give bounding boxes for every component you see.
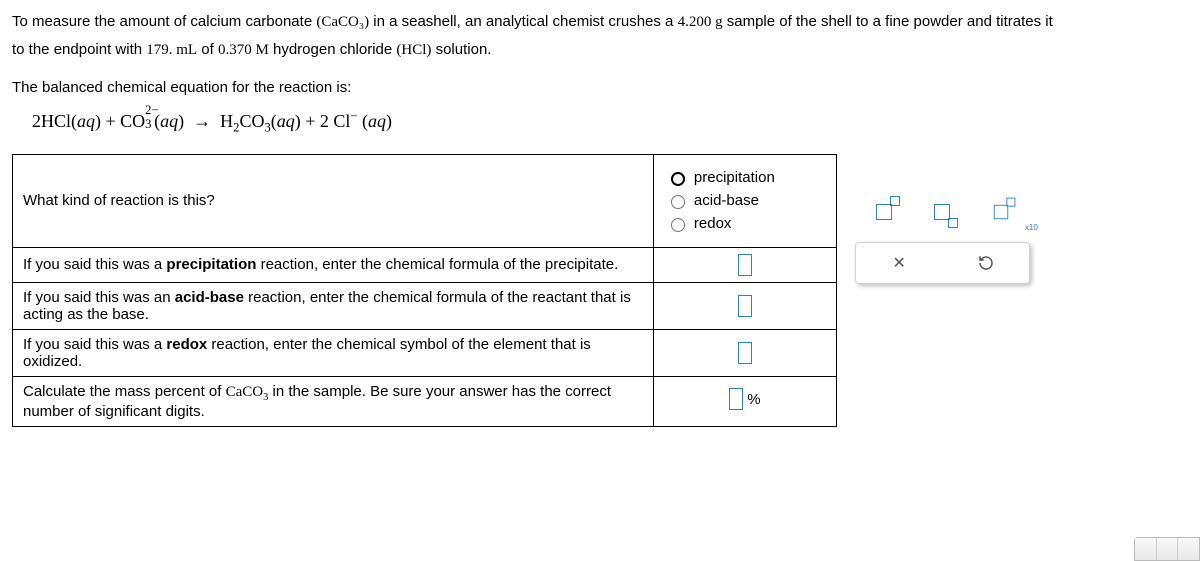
question-text: Calculate the mass percent of CaCO3 in t… (13, 376, 654, 426)
radio-input[interactable] (671, 195, 685, 209)
question-text: What kind of reaction is this? (13, 154, 654, 247)
formula-hcl: (HCl) (396, 42, 431, 58)
sci-notation-button[interactable]: x10 (976, 196, 1026, 228)
volume-value: 179. mL (146, 42, 197, 58)
radio-input[interactable] (671, 172, 685, 186)
text: sample of the shell to a fine powder and… (727, 13, 1053, 30)
question-row: If you said this was an acid-base reacti… (13, 282, 837, 329)
formula-input[interactable] (738, 295, 752, 317)
question-text: If you said this was a redox reaction, e… (13, 329, 654, 376)
conc-value: 0.370 M (218, 42, 269, 58)
close-icon: ✕ (893, 253, 906, 273)
answer-cell: % (653, 376, 836, 426)
equation-intro: The balanced chemical equation for the r… (12, 74, 1188, 101)
clear-button[interactable]: ✕ (874, 247, 924, 279)
radio-label: acid-base (694, 192, 759, 209)
text: of (201, 41, 218, 58)
chemical-equation: 2HCl(aq) + CO32− (aq) → H2CO3(aq) + 2 Cl… (32, 109, 1188, 136)
question-text: If you said this was an acid-base reacti… (13, 282, 654, 329)
formula-caco3: (CaCO₃) (316, 14, 369, 30)
mass-value: 4.200 g (678, 14, 723, 30)
question-row: What kind of reaction is this?precipitat… (13, 154, 837, 247)
symbol-toolbar: x10 ✕ (855, 192, 1030, 284)
percent-input[interactable] (729, 388, 743, 410)
answer-cell (653, 329, 836, 376)
text: hydrogen chloride (273, 41, 396, 58)
subscript-button[interactable] (917, 196, 967, 228)
formula-input[interactable] (738, 342, 752, 364)
superscript-button[interactable] (859, 196, 909, 228)
radio-option-precipitation[interactable]: precipitation (666, 169, 826, 186)
problem-statement: To measure the amount of calcium carbona… (12, 8, 1188, 64)
answer-cell: precipitation acid-base redox (653, 154, 836, 247)
reset-button[interactable] (961, 247, 1011, 279)
question-row: If you said this was a redox reaction, e… (13, 329, 837, 376)
answer-cell (653, 247, 836, 282)
text: To measure the amount of calcium carbona… (12, 13, 316, 30)
question-row: Calculate the mass percent of CaCO3 in t… (13, 376, 837, 426)
text: solution. (436, 41, 492, 58)
radio-input[interactable] (671, 218, 685, 232)
undo-icon (977, 254, 995, 272)
percent-suffix: % (747, 391, 760, 408)
question-text: If you said this was a precipitation rea… (13, 247, 654, 282)
text: to the endpoint with (12, 41, 146, 58)
bottom-tray[interactable] (1134, 537, 1200, 561)
radio-option-acid-base[interactable]: acid-base (666, 192, 826, 209)
radio-label: precipitation (694, 169, 775, 186)
answer-cell (653, 282, 836, 329)
radio-option-redox[interactable]: redox (666, 215, 826, 232)
question-row: If you said this was a precipitation rea… (13, 247, 837, 282)
text: in a seashell, an analytical chemist cru… (373, 13, 677, 30)
formula-input[interactable] (738, 254, 752, 276)
question-table: What kind of reaction is this?precipitat… (12, 154, 837, 427)
radio-label: redox (694, 215, 732, 232)
